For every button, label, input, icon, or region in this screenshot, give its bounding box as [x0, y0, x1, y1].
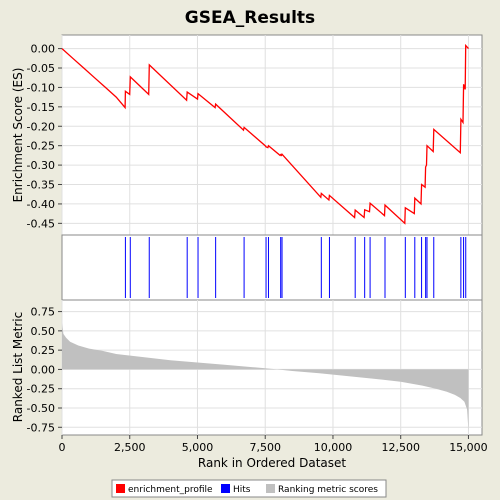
x-tick-label: 10,000 [314, 441, 353, 454]
es-panel [61, 34, 483, 236]
legend-label-enrichment: enrichment_profile [128, 485, 213, 495]
legend-label-ranking: Ranking metric scores [278, 485, 378, 495]
es-y-tick-label: -0.25 [27, 140, 55, 153]
legend-swatch-hits [221, 484, 230, 493]
legend-box [111, 479, 387, 498]
x-axis-label: Rank in Ordered Dataset [198, 456, 346, 470]
es-y-ticks: 0.00 -0.05 -0.10 -0.15 -0.20 -0.25 -0.30 -0.35 -… [27, 43, 62, 230]
x-tick-label: 7,500 [249, 441, 281, 454]
x-tick-label: 0 [59, 441, 66, 454]
es-grid [61, 35, 482, 235]
metric-y-tick-label: 0.75 [31, 306, 56, 319]
metric-grid [61, 300, 482, 435]
es-y-label: Enrichment Score (ES) [11, 68, 25, 203]
x-tick-label: 15,000 [449, 441, 488, 454]
es-y-tick-label: -0.10 [27, 81, 55, 94]
es-y-tick-label: -0.05 [27, 62, 55, 75]
chart-title: GSEA_Results [185, 8, 315, 28]
enrichment-profile-line [61, 43, 469, 225]
es-y-tick-label: -0.35 [27, 179, 55, 192]
x-ticks: 0 2,500 5,000 7,500 10,000 12,500 15,000 [59, 435, 488, 454]
x-tick-label: 5,000 [182, 441, 214, 454]
metric-y-tick-label: 0.00 [31, 363, 56, 376]
es-y-tick-label: -0.45 [27, 217, 55, 230]
legend-swatch-ranking [266, 484, 275, 493]
legend-swatch-enrichment [116, 484, 125, 493]
es-y-tick-label: -0.30 [27, 159, 55, 172]
x-tick-label: 2,500 [114, 441, 146, 454]
metric-y-tick-label: -0.25 [27, 383, 55, 396]
es-y-tick-label: -0.20 [27, 120, 55, 133]
es-y-tick-label: -0.40 [27, 198, 55, 211]
ranking-metric-area [62, 323, 469, 432]
hits-panel [61, 234, 483, 301]
metric-y-tick-label: -0.50 [27, 402, 55, 415]
metric-y-ticks: 0.75 0.50 0.25 0.00 -0.25 -0.50 -0.75 [27, 306, 62, 434]
es-y-tick-label: -0.15 [27, 101, 55, 114]
x-tick-label: 12,500 [381, 441, 420, 454]
legend-label-hits: Hits [233, 485, 251, 495]
metric-y-label: Ranked List Metric [11, 312, 25, 422]
metric-y-tick-label: 0.25 [31, 344, 56, 357]
es-y-tick-label: 0.00 [31, 43, 56, 56]
hits-marks [124, 237, 467, 298]
metric-y-tick-label: 0.50 [31, 325, 56, 338]
metric-y-tick-label: -0.75 [27, 421, 55, 434]
